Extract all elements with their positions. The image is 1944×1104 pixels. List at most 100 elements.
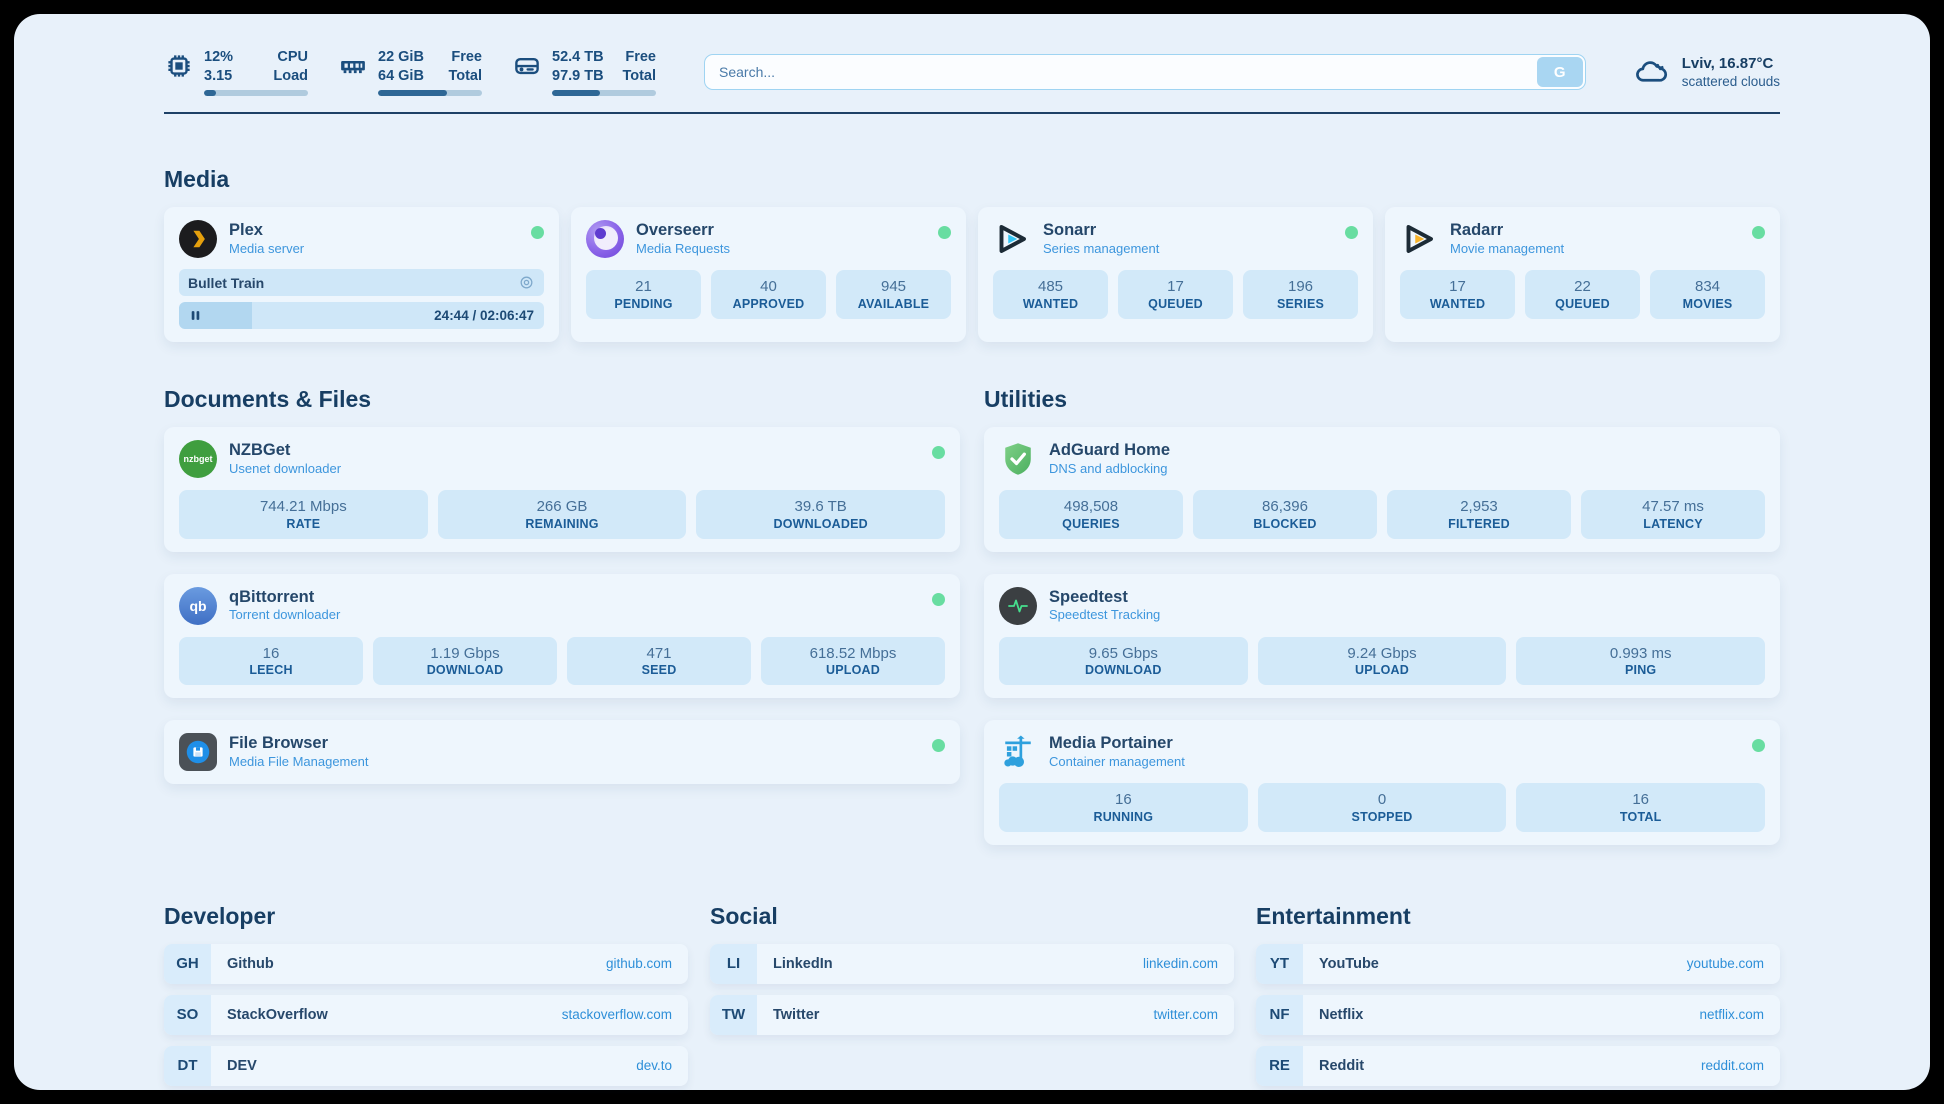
- nzbget-status-dot: [932, 446, 945, 459]
- weather-widget[interactable]: Lviv, 16.87°C scattered clouds: [1634, 54, 1780, 90]
- sonarr-stats: 485 WANTED 17 QUEUED 196 SERIES: [993, 270, 1358, 319]
- stat-value: 17: [1449, 278, 1466, 295]
- link-stackoverflow[interactable]: SO StackOverflow stackoverflow.com: [164, 994, 688, 1035]
- sonarr-icon: [993, 220, 1031, 258]
- section-utilities: Utilities AdGuard Home DNS and adblockin…: [984, 386, 1780, 845]
- adguard-card[interactable]: AdGuard Home DNS and adblocking 498,508 …: [984, 427, 1780, 552]
- media-card-grid: Plex Media server Bullet Train: [164, 207, 1780, 342]
- plex-subtitle: Media server: [229, 240, 305, 256]
- stat-label: PING: [1624, 663, 1657, 677]
- radarr-icon: [1400, 220, 1438, 258]
- overseerr-title: Overseerr: [636, 221, 714, 240]
- disk-total-label: Total: [622, 67, 656, 84]
- stat-ping: 0.993 ms PING: [1516, 636, 1766, 685]
- stat-label: TOTAL: [1619, 809, 1662, 824]
- link-netflix[interactable]: NF Netflix netflix.com: [1256, 994, 1780, 1035]
- stat-queued: 22 QUEUED: [1525, 270, 1640, 319]
- search-input[interactable]: [704, 54, 1586, 90]
- filebrowser-subtitle: Media File Management: [229, 753, 369, 769]
- cpu-icon: [168, 55, 190, 77]
- link-url: netflix.com: [1699, 1007, 1764, 1022]
- filebrowser-icon: [179, 733, 217, 771]
- plex-icon: [179, 220, 217, 258]
- overseerr-subtitle: Media Requests: [636, 240, 730, 256]
- stat-label: UPLOAD: [1355, 663, 1409, 677]
- stat-available: 945 AVAILABLE: [836, 270, 951, 319]
- link-twitter[interactable]: TW Twitter twitter.com: [710, 994, 1234, 1035]
- overseerr-stats: 21 PENDING 40 APPROVED 945 AVAILABLE: [586, 270, 951, 319]
- search-engine-button[interactable]: G: [1536, 57, 1583, 87]
- plex-card[interactable]: Plex Media server Bullet Train: [164, 207, 559, 342]
- adguard-subtitle: DNS and adblocking: [1049, 460, 1168, 476]
- link-abbr: NF: [1256, 994, 1303, 1035]
- link-name: Twitter: [773, 1006, 820, 1023]
- stat-label: SERIES: [1276, 296, 1325, 311]
- link-abbr: TW: [710, 994, 757, 1035]
- radarr-title: Radarr: [1450, 221, 1504, 240]
- stat-rate: 744.21 Mbps RATE: [179, 490, 428, 539]
- stat-value: 618.52 Mbps: [809, 644, 897, 662]
- stat-download: 1.19 Gbps DOWNLOAD: [373, 636, 557, 685]
- link-abbr: LI: [710, 943, 757, 984]
- overseerr-icon: [586, 220, 624, 258]
- stat-latency: 47.57 ms LATENCY: [1581, 490, 1765, 539]
- link-github[interactable]: GH Github github.com: [164, 943, 688, 984]
- radarr-subtitle: Movie management: [1450, 240, 1565, 256]
- nzbget-title: NZBGet: [229, 441, 291, 460]
- weather-condition: scattered clouds: [1681, 74, 1780, 89]
- radarr-card[interactable]: Radarr Movie management 17 WANTED 22 QUE…: [1385, 207, 1780, 342]
- stat-value: 86,396: [1262, 498, 1308, 515]
- ram-icon: [341, 60, 365, 73]
- adguard-title: AdGuard Home: [1049, 441, 1171, 460]
- stat-value: 744.21 Mbps: [259, 498, 347, 515]
- link-dev[interactable]: DT DEV dev.to: [164, 1045, 688, 1086]
- playback-progress-row: 24:44 / 02:06:47: [179, 302, 544, 329]
- portainer-card[interactable]: Media Portainer Container management 16 …: [984, 720, 1780, 845]
- session-target-button[interactable]: [518, 274, 535, 291]
- ram-total-label: Total: [448, 67, 482, 84]
- stat-value: 945: [880, 278, 907, 295]
- speedtest-stats: 9.65 Gbps DOWNLOAD 9.24 Gbps UPLOAD 0.99…: [999, 636, 1766, 685]
- stat-total: 16 TOTAL: [1516, 783, 1766, 832]
- link-name: Reddit: [1319, 1057, 1365, 1074]
- link-abbr: YT: [1256, 943, 1303, 984]
- disk-icon: [515, 57, 539, 74]
- pause-button[interactable]: [189, 309, 202, 322]
- link-youtube[interactable]: YT YouTube youtube.com: [1256, 943, 1780, 984]
- cpu-stat-group: 12% 3.15 CPU Load: [164, 48, 308, 97]
- link-reddit[interactable]: RE Reddit reddit.com: [1256, 1045, 1780, 1086]
- speedtest-card[interactable]: Speedtest Speedtest Tracking 9.65 Gbps D…: [984, 573, 1780, 698]
- portainer-stats: 16 RUNNING 0 STOPPED 16 TOTAL: [999, 783, 1766, 832]
- ram-free-label: Free: [451, 48, 482, 65]
- qbittorrent-icon-text: qb: [189, 597, 207, 614]
- link-url: twitter.com: [1153, 1007, 1218, 1022]
- sonarr-status-dot: [1345, 226, 1358, 239]
- stat-value: 22: [1574, 278, 1591, 295]
- link-name: YouTube: [1319, 955, 1379, 972]
- stat-label: BLOCKED: [1253, 516, 1317, 531]
- playback-time: 24:44 / 02:06:47: [434, 308, 534, 323]
- stat-label: DOWNLOAD: [1085, 663, 1162, 677]
- stat-label: SEED: [641, 663, 677, 677]
- speedtest-title: Speedtest: [1049, 587, 1128, 606]
- disk-total-value: 97.9 TB: [552, 67, 604, 84]
- weather-location: Lviv, 16.87°C: [1681, 55, 1774, 72]
- stat-label: REMAINING: [525, 516, 599, 531]
- nzbget-card[interactable]: nzbget NZBGet Usenet downloader 744.21 M…: [164, 427, 960, 552]
- ram-progress-fill: [378, 90, 447, 97]
- utilities-heading: Utilities: [984, 386, 1068, 412]
- stat-label: STOPPED: [1351, 809, 1413, 824]
- stat-value: 16: [1114, 791, 1132, 808]
- link-url: youtube.com: [1686, 956, 1764, 971]
- link-url: stackoverflow.com: [561, 1007, 672, 1022]
- link-linkedin[interactable]: LI LinkedIn linkedin.com: [710, 943, 1234, 984]
- qbittorrent-title: qBittorrent: [229, 587, 315, 606]
- filebrowser-card[interactable]: File Browser Media File Management: [164, 720, 960, 784]
- disk-stat-group: 52.4 TB 97.9 TB Free Total: [512, 48, 656, 97]
- link-name: Netflix: [1319, 1006, 1364, 1023]
- overseerr-card[interactable]: Overseerr Media Requests 21 PENDING 40 A…: [571, 207, 966, 342]
- link-url: github.com: [605, 956, 672, 971]
- qbittorrent-card[interactable]: qb qBittorrent Torrent downloader 16 LEE…: [164, 573, 960, 698]
- sonarr-card[interactable]: Sonarr Series management 485 WANTED 17 Q…: [978, 207, 1373, 342]
- portainer-status-dot: [1752, 739, 1765, 752]
